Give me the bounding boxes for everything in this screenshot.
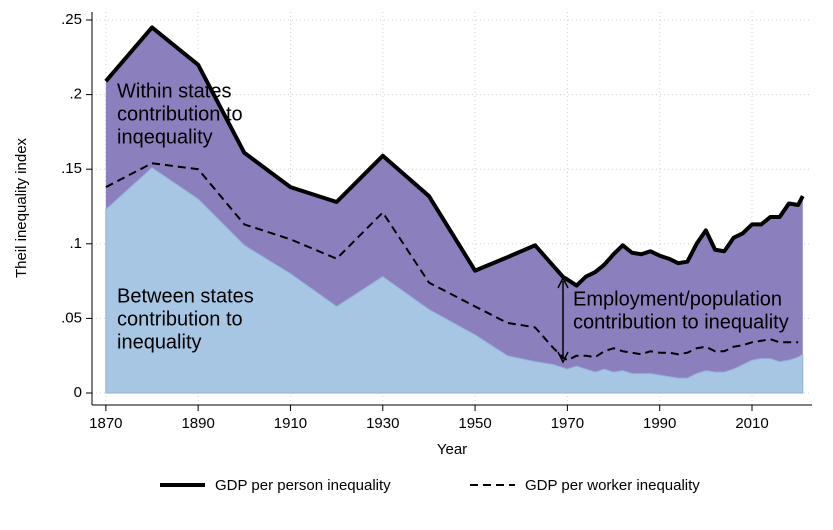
- y-tick-label: .05: [61, 309, 82, 326]
- plot-area: [92, 12, 812, 405]
- y-axis-title: Theil inequality index: [13, 137, 30, 278]
- y-tick-label: .15: [61, 160, 82, 177]
- annotation: inequality: [117, 331, 202, 353]
- annotation: Between states: [117, 285, 254, 307]
- legend-label: GDP per worker inequality: [525, 477, 700, 494]
- x-axis-title: Year: [437, 441, 467, 458]
- x-tick-label: 1950: [458, 415, 491, 432]
- annotation: Within states: [117, 80, 231, 102]
- x-tick-label: 1930: [366, 415, 399, 432]
- x-tick-label: 1970: [551, 415, 584, 432]
- between-states-area: [105, 167, 804, 394]
- x-tick-label: 1910: [274, 415, 307, 432]
- y-tick-label: 0: [74, 384, 82, 401]
- annotation: Employment/population: [573, 288, 782, 310]
- series-line: [104, 25, 805, 288]
- x-tick-label: 1870: [89, 415, 122, 432]
- x-tick-label: 1890: [181, 415, 214, 432]
- annotation: contribution to inequality: [573, 311, 789, 333]
- x-tick-label: 1990: [643, 415, 676, 432]
- annotation: contribution to: [117, 308, 243, 330]
- annotation: inqequality: [117, 126, 213, 148]
- annotation: contribution to: [117, 103, 243, 125]
- series-line: [105, 162, 799, 362]
- x-tick-label: 2010: [735, 415, 768, 432]
- y-tick-label: .25: [61, 11, 82, 28]
- legend-label: GDP per person inequality: [215, 477, 391, 494]
- y-tick-label: .2: [69, 86, 82, 103]
- y-tick-label: .1: [69, 235, 82, 252]
